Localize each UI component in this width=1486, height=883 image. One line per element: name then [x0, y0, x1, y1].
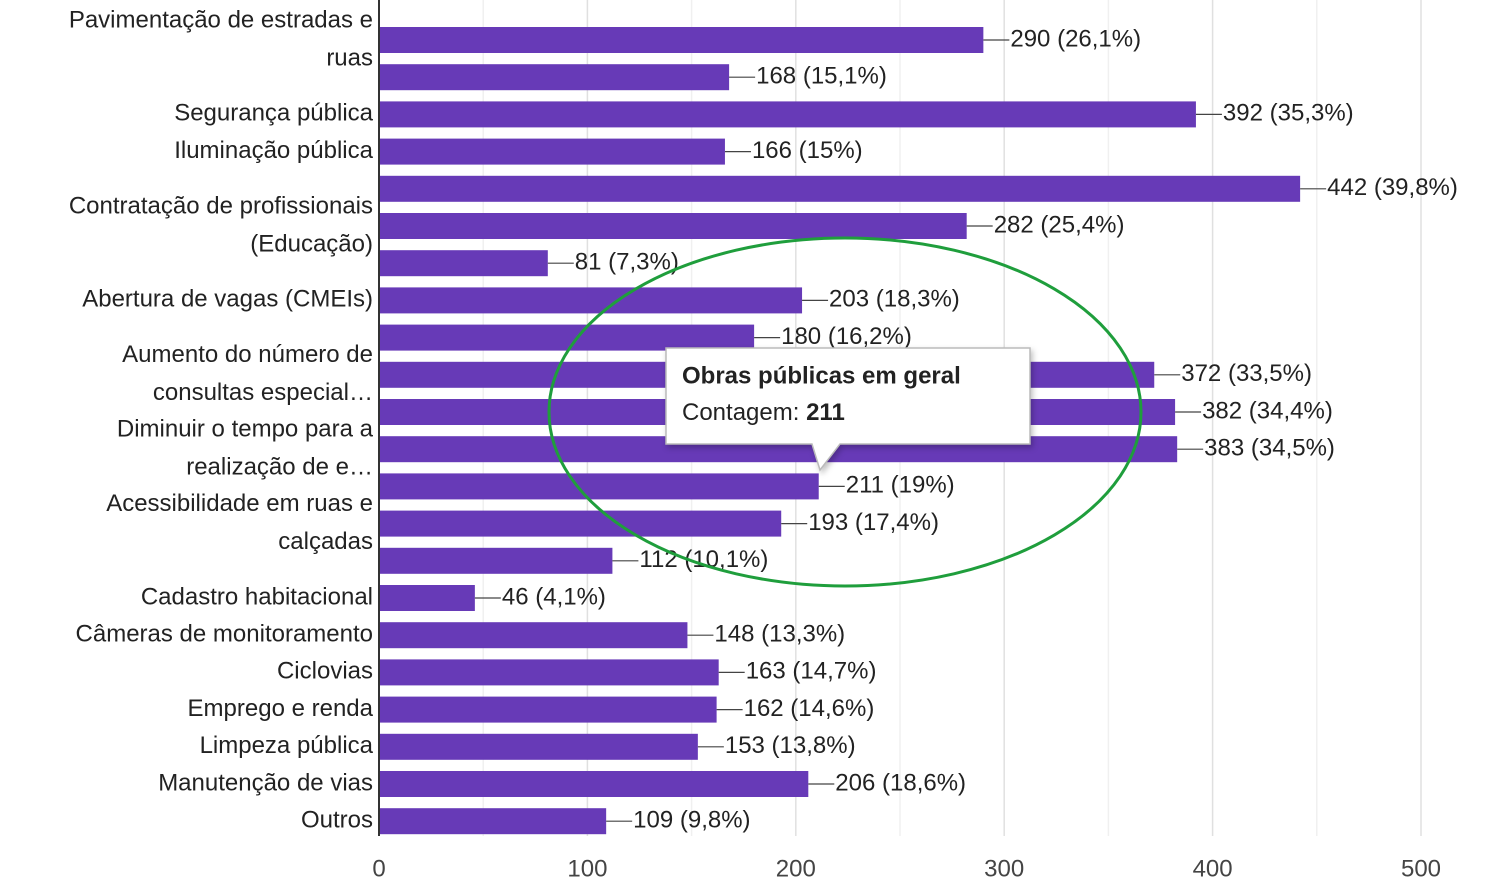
x-tick-label: 300 — [984, 855, 1024, 882]
x-tick-label: 100 — [567, 855, 607, 882]
value-label: 180 (16,2%) — [781, 323, 912, 350]
value-label: 382 (34,4%) — [1202, 397, 1333, 424]
value-label: 81 (7,3%) — [575, 249, 679, 276]
value-label: 109 (9,8%) — [633, 807, 750, 834]
bar — [379, 771, 809, 797]
tooltip-label-text: Contagem: — [682, 399, 799, 426]
category-label: Cadastro habitacional — [141, 583, 373, 610]
category-label: Diminuir o tempo para a — [117, 416, 374, 443]
category-label: Segurança pública — [174, 100, 373, 127]
category-label: Ciclovias — [277, 658, 373, 685]
bar — [379, 547, 613, 574]
category-label: Emprego e renda — [188, 695, 374, 722]
tooltip-box — [665, 347, 1031, 472]
category-label: Contratação de profissionais — [69, 192, 373, 219]
category-label: Acessibilidade em ruas e — [106, 490, 373, 517]
value-label: 211 (19%) — [846, 472, 955, 499]
value-label: 193 (17,4%) — [808, 509, 939, 536]
bar — [379, 510, 782, 537]
bar — [379, 696, 717, 723]
bar — [379, 138, 725, 165]
value-label: 168 (15,1%) — [756, 63, 887, 90]
category-label: Iluminação pública — [174, 137, 373, 164]
bar — [379, 250, 548, 277]
category-label: calçadas — [278, 528, 373, 555]
x-tick-label: 500 — [1401, 855, 1441, 882]
value-label: 383 (34,5%) — [1204, 435, 1335, 462]
bar — [379, 175, 1301, 202]
value-label: 206 (18,6%) — [835, 769, 966, 796]
tooltip-value: 211 — [806, 399, 845, 426]
category-label: Abertura de vagas (CMEIs) — [82, 286, 373, 313]
value-label: 166 (15%) — [752, 137, 863, 164]
bar — [379, 733, 698, 760]
bar — [379, 287, 803, 314]
value-label: 372 (33,5%) — [1181, 360, 1312, 387]
bar — [379, 473, 819, 500]
bars — [379, 27, 1327, 835]
tooltip: Obras públicas em geral Contagem: 211 — [665, 347, 1031, 472]
bar — [379, 808, 607, 835]
value-label: 203 (18,3%) — [829, 286, 960, 313]
category-label: Outros — [301, 807, 373, 834]
value-label: 46 (4,1%) — [502, 583, 606, 610]
bar — [379, 659, 719, 686]
value-label: 392 (35,3%) — [1223, 100, 1354, 127]
value-label: 153 (13,8%) — [725, 732, 856, 759]
x-tick-label: 200 — [776, 855, 816, 882]
bar — [379, 622, 688, 649]
bar — [379, 213, 967, 239]
category-label: consultas especial… — [153, 379, 373, 406]
value-label: 290 (26,1%) — [1010, 25, 1141, 52]
category-label: realização de e… — [186, 454, 373, 481]
category-label: Câmeras de monitoramento — [76, 621, 373, 648]
category-label: Limpeza pública — [200, 732, 374, 759]
category-label: Manutenção de vias — [158, 769, 373, 796]
category-label: Aumento do número de — [122, 341, 373, 368]
bar — [379, 101, 1196, 128]
value-label: 163 (14,7%) — [746, 658, 877, 685]
value-label: 148 (13,3%) — [714, 621, 845, 648]
x-tick-label: 400 — [1193, 855, 1233, 882]
tooltip-title: Obras públicas em geral — [682, 362, 961, 389]
category-label: (Educação) — [250, 230, 373, 257]
value-label: 282 (25,4%) — [994, 211, 1125, 238]
tooltip-label: Contagem: 211 — [682, 399, 845, 426]
value-label: 442 (39,8%) — [1327, 174, 1458, 201]
bar — [379, 27, 984, 53]
labels: 0 100 200 300 400 500 290 (26,1%) Pavimentação … — [69, 6, 1458, 882]
bar — [379, 324, 755, 351]
bar — [379, 585, 475, 611]
x-tick-label: 0 — [372, 855, 385, 882]
value-label: 162 (14,6%) — [744, 695, 875, 722]
category-label: ruas — [326, 44, 373, 71]
bar — [379, 64, 730, 91]
value-label: 112 (10,1%) — [639, 546, 768, 573]
category-label: Pavimentação de estradas e — [69, 6, 373, 33]
highlight-ellipse — [547, 236, 1143, 588]
